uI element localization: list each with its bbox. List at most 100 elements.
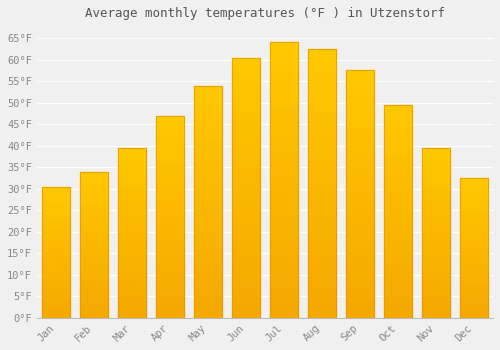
Bar [80, 254, 108, 259]
Bar [422, 307, 450, 312]
Bar [194, 202, 222, 209]
Bar [156, 203, 184, 210]
Bar [156, 176, 184, 183]
Bar [270, 309, 297, 318]
Bar [42, 292, 70, 296]
Bar [422, 210, 450, 216]
Bar [194, 140, 222, 147]
Bar [118, 261, 146, 267]
Bar [308, 201, 336, 210]
Bar [194, 264, 222, 271]
Bar [118, 154, 146, 159]
Bar [80, 313, 108, 318]
Bar [346, 136, 374, 145]
Bar [308, 121, 336, 130]
Bar [422, 284, 450, 289]
Bar [232, 66, 260, 75]
Bar [308, 166, 336, 174]
Bar [42, 300, 70, 305]
Bar [194, 209, 222, 217]
Bar [346, 169, 374, 178]
Bar [118, 222, 146, 227]
Bar [384, 119, 411, 126]
Bar [232, 118, 260, 127]
Bar [42, 230, 70, 235]
Bar [156, 190, 184, 197]
Bar [308, 156, 336, 166]
Bar [80, 196, 108, 201]
Bar [194, 256, 222, 264]
Bar [194, 287, 222, 295]
Bar [270, 144, 297, 153]
Bar [42, 217, 70, 222]
Bar [80, 240, 108, 245]
Bar [80, 274, 108, 279]
Bar [346, 260, 374, 268]
Bar [80, 284, 108, 289]
Bar [42, 213, 70, 217]
Bar [232, 248, 260, 257]
Bar [346, 79, 374, 87]
Bar [422, 261, 450, 267]
Bar [42, 187, 70, 191]
Bar [384, 275, 411, 282]
Bar [156, 230, 184, 237]
Bar [422, 165, 450, 170]
Bar [460, 197, 487, 201]
Bar [232, 84, 260, 92]
Bar [460, 239, 487, 243]
Bar [270, 180, 297, 189]
Bar [422, 278, 450, 284]
Bar [42, 296, 70, 300]
Bar [194, 225, 222, 233]
Bar [422, 204, 450, 210]
Bar [308, 183, 336, 192]
Bar [194, 240, 222, 248]
Bar [384, 126, 411, 133]
Bar [308, 49, 336, 58]
Bar [308, 228, 336, 237]
Bar [346, 236, 374, 244]
Bar [156, 244, 184, 251]
Bar [118, 244, 146, 250]
Bar [232, 127, 260, 136]
Bar [118, 233, 146, 239]
Bar [194, 117, 222, 124]
Bar [422, 256, 450, 261]
Bar [270, 107, 297, 116]
Bar [194, 101, 222, 109]
Bar [80, 176, 108, 181]
Bar [384, 225, 411, 233]
Bar [42, 204, 70, 209]
Bar [118, 312, 146, 318]
Bar [346, 293, 374, 301]
Bar [232, 240, 260, 248]
Bar [270, 208, 297, 217]
Bar [384, 169, 411, 176]
Bar [460, 248, 487, 253]
Bar [346, 145, 374, 153]
Bar [194, 178, 222, 186]
Bar [346, 244, 374, 252]
Bar [118, 289, 146, 295]
Bar [270, 189, 297, 198]
Bar [460, 276, 487, 281]
Bar [156, 210, 184, 217]
Bar [42, 252, 70, 257]
Bar [422, 148, 450, 154]
Bar [308, 309, 336, 318]
Bar [118, 204, 146, 210]
Bar [422, 170, 450, 176]
Bar [270, 42, 297, 52]
Bar [42, 226, 70, 230]
Bar [194, 295, 222, 302]
Bar [80, 191, 108, 196]
Bar [232, 170, 260, 179]
Bar [80, 181, 108, 186]
Bar [42, 305, 70, 309]
Bar [156, 284, 184, 291]
Bar [42, 279, 70, 283]
Bar [118, 284, 146, 289]
Bar [42, 222, 70, 226]
Bar [308, 219, 336, 228]
